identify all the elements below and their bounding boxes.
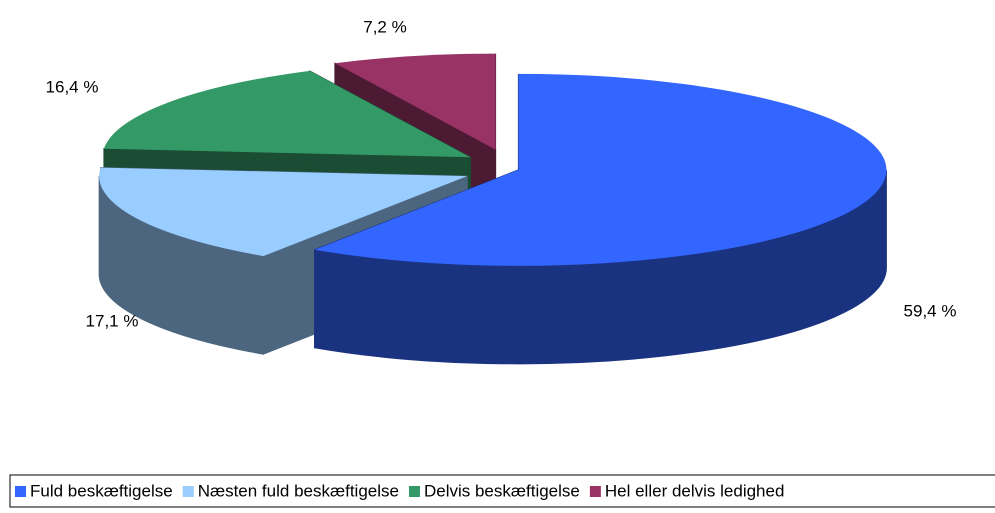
slice — [314, 73, 887, 365]
legend-label: Fuld beskæftigelse — [30, 481, 173, 500]
legend-label: Delvis beskæftigelse — [424, 481, 580, 500]
legend-label: Næsten fuld beskæftigelse — [198, 481, 399, 500]
legend-swatch — [182, 486, 194, 497]
data-label: 59,4 % — [904, 301, 957, 320]
data-label: 16,4 % — [46, 77, 99, 96]
data-label: 17,1 % — [86, 311, 139, 330]
legend-swatch — [589, 486, 601, 497]
slice-top — [334, 53, 496, 150]
legend-box — [9, 474, 995, 508]
slice-top — [314, 73, 887, 266]
legend-swatch — [408, 486, 420, 497]
legend-label: Hel eller delvis ledighed — [605, 481, 785, 500]
legend-swatch — [15, 486, 26, 497]
slice-top — [103, 70, 471, 158]
slice-top — [99, 167, 468, 257]
data-label: 7,2 % — [363, 17, 406, 36]
